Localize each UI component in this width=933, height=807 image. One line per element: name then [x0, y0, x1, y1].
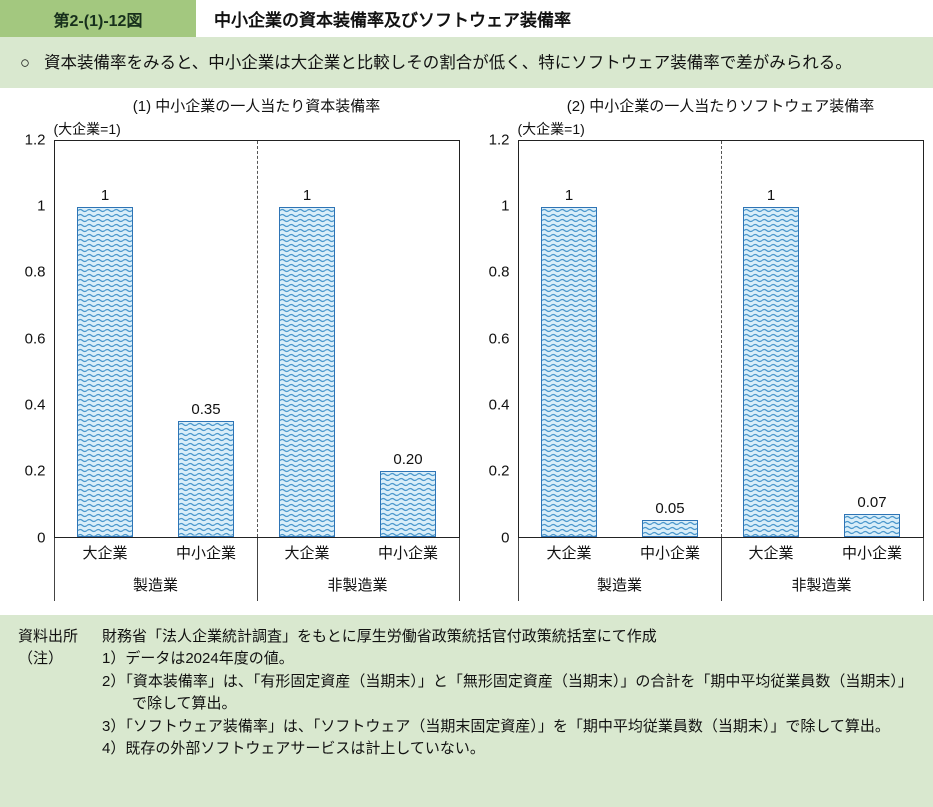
y-tick: 1.2	[488, 131, 510, 149]
chart2-plot-area: 1 0.05 1 0.	[517, 139, 924, 538]
group-divider-line	[720, 140, 722, 537]
category-label: 大企業	[748, 545, 794, 563]
notes-section: 資料出所 財務省「法人企業統計調査」をもとに厚生労働省政策統括官付政策統括室にて…	[0, 615, 933, 761]
bar-capital-mfg-sme	[177, 421, 235, 537]
y-tick: 0.6	[24, 330, 46, 348]
chart2-slot-mfg-large: 1	[519, 141, 620, 537]
bar-value-label: 0.07	[857, 493, 887, 511]
category-label: 中小企業	[175, 545, 236, 563]
category-label: 大企業	[82, 545, 128, 563]
bar-pattern-fill	[541, 207, 597, 536]
source-row: 資料出所 財務省「法人企業統計調査」をもとに厚生労働省政策統括官付政策統括室にて…	[18, 626, 913, 649]
note-item-3: 3）「ソフトウェア装備率」は、「ソフトウェア（当期末固定資産）」を「期中平均従業…	[102, 717, 890, 735]
y-tick: 1	[37, 197, 46, 215]
notes-list-row: （注） 1）データは2024年度の値。 2）「資本装備率」は、「有形固定資産（当…	[18, 648, 913, 761]
bar-pattern-fill	[178, 422, 234, 536]
bullet-circle-icon: ○	[20, 54, 30, 72]
chart2-slot-nonmfg-sme: 0.07	[822, 141, 923, 537]
y-tick: 1.2	[24, 131, 46, 149]
chart-capital-equipment: (1) 中小企業の一人当たり資本装備率 (大企業=1) 1.2 1 0.8 0.…	[10, 98, 460, 601]
chart1-y-axis-ticks: 1.2 1 0.8 0.6 0.4 0.2 0	[10, 131, 54, 546]
y-tick: 0.8	[24, 263, 46, 281]
group-label-manufacturing: 製造業	[132, 576, 178, 594]
bar-value-label: 1	[564, 186, 574, 204]
bar-software-nonmfg-large	[742, 206, 800, 537]
chart2-plot-row: 1.2 1 0.8 0.6 0.4 0.2 0 1 0.05	[474, 131, 924, 546]
chart2-x-axis-labels: 大企業 中小企業 大企業 中小企業 製造業 非製造業	[517, 537, 924, 601]
category-label: 中小企業	[639, 545, 700, 563]
chart-software-equipment: (2) 中小企業の一人当たりソフトウェア装備率 (大企業=1) 1.2 1 0.…	[474, 98, 924, 601]
chart1-unit-label: (大企業=1)	[53, 120, 121, 137]
bar-value-label: 1	[766, 186, 776, 204]
chart2-slot-nonmfg-large: 1	[721, 141, 822, 537]
y-tick: 0.2	[24, 462, 46, 480]
figure-header: 第2-(1)-12図 中小企業の資本装備率及びソフトウェア装備率	[0, 0, 933, 37]
chart2-group-row: 製造業 非製造業	[519, 568, 923, 601]
chart1-slot-mfg-large: 1	[55, 141, 156, 537]
group-label-manufacturing: 製造業	[596, 576, 642, 594]
chart2-category-row: 大企業 中小企業 大企業 中小企業	[519, 538, 923, 568]
chart1-x-axis-labels: 大企業 中小企業 大企業 中小企業 製造業 非製造業	[53, 537, 460, 601]
category-label: 中小企業	[377, 545, 438, 563]
chart1-group-row: 製造業 非製造業	[55, 568, 459, 601]
chart1-slot-nonmfg-large: 1	[257, 141, 358, 537]
bar-pattern-fill	[77, 207, 133, 536]
chart2-title: (2) 中小企業の一人当たりソフトウェア装備率	[566, 97, 875, 115]
note-item-1: 1）データは2024年度の値。	[102, 650, 294, 668]
bar-value-label: 0.05	[655, 500, 685, 518]
y-tick: 0.2	[488, 462, 510, 480]
y-tick: 1	[501, 197, 510, 215]
group-label-non-manufacturing: 非製造業	[327, 576, 388, 594]
source-text: 財務省「法人企業統計調査」をもとに厚生労働省政策統括官付政策統括室にて作成	[102, 627, 657, 645]
chart1-title: (1) 中小企業の一人当たり資本装備率	[132, 97, 381, 115]
chart1-plot-row: 1.2 1 0.8 0.6 0.4 0.2 0 1 0.35	[10, 131, 460, 546]
y-tick: 0	[501, 529, 510, 547]
note-label: （注）	[18, 650, 64, 668]
chart2-slot-mfg-sme: 0.05	[620, 141, 721, 537]
bar-value-label: 1	[100, 186, 110, 204]
group-divider-line	[256, 140, 258, 537]
y-tick: 0.6	[488, 330, 510, 348]
bar-capital-nonmfg-large	[278, 206, 336, 537]
chart1-slot-nonmfg-sme: 0.20	[358, 141, 459, 537]
chart1-category-row: 大企業 中小企業 大企業 中小企業	[55, 538, 459, 568]
bar-software-mfg-large	[540, 206, 598, 537]
chart1-plot-area: 1 0.35 1 0.	[53, 139, 460, 538]
y-tick: 0	[37, 529, 46, 547]
bar-pattern-fill	[642, 521, 698, 536]
category-label: 大企業	[546, 545, 592, 563]
source-label: 資料出所	[18, 627, 79, 645]
y-tick: 0.8	[488, 263, 510, 281]
bar-value-label: 1	[302, 186, 312, 204]
page-title: 中小企業の資本装備率及びソフトウェア装備率	[196, 0, 933, 37]
bar-value-label: 0.35	[191, 401, 221, 419]
charts-container: (1) 中小企業の一人当たり資本装備率 (大企業=1) 1.2 1 0.8 0.…	[0, 87, 933, 615]
bar-pattern-fill	[844, 514, 900, 536]
category-label: 中小企業	[841, 545, 902, 563]
bar-capital-mfg-large	[76, 206, 134, 537]
bar-pattern-fill	[380, 471, 436, 536]
category-label: 大企業	[284, 545, 330, 563]
bar-pattern-fill	[743, 207, 799, 536]
bar-value-label: 0.20	[393, 450, 423, 468]
chart2-unit-label: (大企業=1)	[517, 120, 585, 137]
y-tick: 0.4	[488, 396, 510, 414]
chart2-y-axis-ticks: 1.2 1 0.8 0.6 0.4 0.2 0	[474, 131, 518, 546]
note-item-4: 4）既存の外部ソフトウェアサービスは計上していない。	[102, 740, 485, 758]
y-tick: 0.4	[24, 396, 46, 414]
group-label-non-manufacturing: 非製造業	[791, 576, 852, 594]
bar-capital-nonmfg-sme	[379, 470, 437, 537]
bar-software-mfg-sme	[641, 520, 699, 537]
note-item-2: 2）「資本装備率」は、「有形固定資産（当期末）」と「無形固定資産（当期末）」の合…	[102, 672, 913, 713]
summary-paragraph: ○ 資本装備率をみると、中小企業は大企業と比較しその割合が低く、特にソフトウェア装…	[0, 37, 933, 88]
figure-number-label: 第2-(1)-12図	[0, 0, 196, 37]
note-items: 1）データは2024年度の値。 2）「資本装備率」は、「有形固定資産（当期末）」…	[102, 648, 913, 761]
bar-pattern-fill	[279, 207, 335, 536]
summary-text: 資本装備率をみると、中小企業は大企業と比較しその割合が低く、特にソフトウェア装備…	[43, 54, 852, 72]
bar-software-nonmfg-sme	[843, 513, 901, 537]
chart1-slot-mfg-sme: 0.35	[156, 141, 257, 537]
